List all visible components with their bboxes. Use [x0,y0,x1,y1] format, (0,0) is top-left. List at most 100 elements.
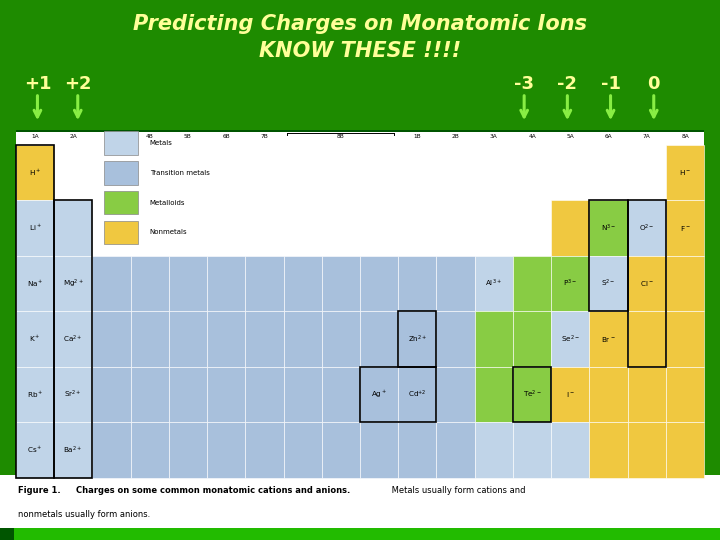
Bar [628,200,666,256]
Text: 1A: 1A [31,134,39,139]
Text: Cl$^-$: Cl$^-$ [640,279,654,288]
Text: F$^-$: F$^-$ [680,224,690,233]
Bar [666,422,704,478]
Text: 8A: 8A [681,134,689,139]
Text: Metals: Metals [150,140,173,146]
Text: 7A: 7A [643,134,651,139]
Bar [54,200,92,256]
Text: 2B: 2B [451,134,459,139]
Bar [168,367,207,422]
Bar [130,367,168,422]
Bar [360,311,398,367]
Text: P$^{3-}$: P$^{3-}$ [563,278,577,289]
Text: Ag$^+$: Ag$^+$ [371,389,387,400]
Text: 5A: 5A [567,134,574,139]
Text: -2: -2 [557,75,577,93]
Text: H$^+$: H$^+$ [29,167,41,178]
Bar [398,311,436,367]
Text: K$^+$: K$^+$ [30,334,41,344]
Bar [54,256,92,311]
Bar [436,311,474,367]
Text: Se$^{2-}$: Se$^{2-}$ [561,333,580,345]
Text: Na$^+$: Na$^+$ [27,279,43,289]
Bar [16,422,54,478]
Text: 7B: 7B [261,134,269,139]
Bar [104,191,138,214]
Text: Cs$^+$: Cs$^+$ [27,445,42,455]
Bar [436,422,474,478]
Bar [628,367,666,422]
Bar [398,367,436,422]
Text: Zn$^{2+}$: Zn$^{2+}$ [408,333,427,345]
Bar [590,311,628,367]
Text: +1: +1 [24,75,51,93]
Bar [54,367,92,422]
Text: S$^{2-}$: S$^{2-}$ [601,278,616,289]
Text: Ca$^{2+}$: Ca$^{2+}$ [63,333,83,345]
Text: KNOW THESE !!!!: KNOW THESE !!!! [259,41,461,62]
Bar [474,256,513,311]
Bar [322,367,360,422]
Bar [284,256,322,311]
Bar [54,200,92,478]
Bar [628,256,666,311]
Bar [666,200,704,256]
Text: Te$^{2-}$: Te$^{2-}$ [523,389,541,400]
Bar [398,422,436,478]
Bar [666,145,704,200]
Bar [16,311,54,367]
Bar [322,311,360,367]
Bar [474,311,513,367]
Text: 3B: 3B [107,134,115,139]
Bar [628,422,666,478]
Text: Predicting Charges on Monatomic Ions: Predicting Charges on Monatomic Ions [133,14,587,35]
Bar [284,311,322,367]
Bar [666,256,704,311]
Bar [130,422,168,478]
Text: Br$^-$: Br$^-$ [601,335,616,343]
Text: Mg$^{2+}$: Mg$^{2+}$ [63,278,84,289]
Text: Al$^{3+}$: Al$^{3+}$ [485,278,503,289]
Bar [130,311,168,367]
Bar [0,528,14,540]
Text: 6B: 6B [222,134,230,139]
Text: Figure 1.: Figure 1. [18,486,60,495]
Bar [104,131,138,155]
Text: Nonmetals: Nonmetals [150,230,187,235]
Bar [322,422,360,478]
Text: 5B: 5B [184,134,192,139]
Bar [552,422,590,478]
Bar [16,367,54,422]
Bar [436,256,474,311]
Bar [0,475,720,535]
Bar [104,221,138,244]
Bar [130,256,168,311]
Bar [552,367,590,422]
Bar [590,367,628,422]
Bar [207,422,246,478]
Bar [246,311,284,367]
Bar [16,130,704,132]
Text: Rb$^+$: Rb$^+$ [27,389,43,400]
Bar [92,367,130,422]
Bar [207,367,246,422]
Bar [436,367,474,422]
Bar [513,367,552,422]
Text: 1B: 1B [413,134,421,139]
Bar [513,256,552,311]
Bar [207,256,246,311]
Bar [360,256,398,311]
Bar [54,311,92,367]
Bar [360,422,398,478]
Text: 0: 0 [647,75,660,93]
Text: Sr$^{2+}$: Sr$^{2+}$ [64,389,82,400]
Text: nonmetals usually form anions.: nonmetals usually form anions. [18,510,150,519]
Bar [513,367,552,422]
Bar [54,422,92,478]
Text: O$^{2-}$: O$^{2-}$ [639,222,654,234]
Bar [590,256,628,311]
Text: 3A: 3A [490,134,498,139]
Text: +2: +2 [64,75,91,93]
Text: N$^{3-}$: N$^{3-}$ [601,222,616,234]
Bar [168,311,207,367]
